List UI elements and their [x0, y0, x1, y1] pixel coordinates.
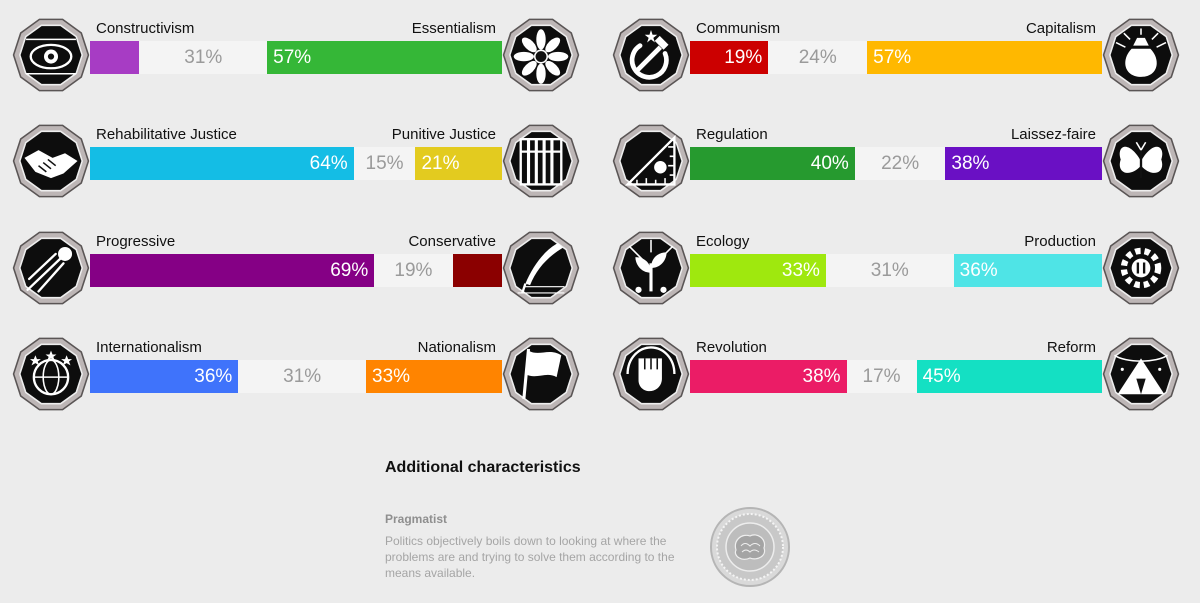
axis-right-label: Reform: [1046, 339, 1096, 356]
axis-bar: 40% 22% 38%: [690, 147, 1102, 180]
center-value-label: 31%: [283, 365, 322, 387]
center-value-bar: 19%: [374, 254, 453, 287]
left-value-label: 36%: [194, 365, 233, 387]
left-value-bar: 19%: [690, 41, 769, 74]
left-value-bar: 64%: [90, 147, 354, 180]
right-value-label: 38%: [951, 152, 990, 174]
axis-right-label: Laissez-faire: [1010, 126, 1096, 143]
right-value-bar: 45%: [916, 360, 1102, 393]
prison-bars-icon: [502, 122, 580, 200]
axis-constructivism-vs-essentialism: 31% 57% Constructivism Essentialism: [12, 10, 580, 94]
axis-left-label: Regulation: [696, 126, 768, 143]
center-value-label: 19%: [394, 259, 433, 281]
right-value-bar: [452, 254, 502, 287]
gear-icon: [1102, 229, 1180, 307]
right-value-bar: 36%: [953, 254, 1102, 287]
fist-icon: [612, 335, 690, 413]
axis-left-label: Communism: [696, 20, 781, 37]
right-value-bar: 57%: [867, 41, 1102, 74]
brain-seal-icon: [709, 506, 791, 588]
center-value-bar: 31%: [825, 254, 954, 287]
handshake-icon: [12, 122, 90, 200]
center-value-label: 31%: [870, 259, 909, 281]
right-value-label: 45%: [922, 365, 961, 387]
axis-ecology-vs-production: 33% 31% 36% Ecology Production: [612, 223, 1180, 307]
axis-left-label: Constructivism: [96, 20, 195, 37]
axis-regulation-vs-laissez-faire: 40% 22% 38% Regulation Laissez-faire: [612, 116, 1180, 200]
axis-communism-vs-capitalism: 19% 24% 57% Communism Capitalism: [612, 10, 1180, 94]
left-value-label: 33%: [781, 259, 820, 281]
left-value-bar: 36%: [90, 360, 239, 393]
right-value-bar: 33%: [366, 360, 502, 393]
trait-name: Pragmatist: [385, 512, 448, 526]
axis-rehabilitative-justice-vs-punitive-justice: 64% 15% 21% Rehabilitative Justice Punitive …: [12, 116, 580, 200]
axis-revolution-vs-reform: 38% 17% 45% Revolution Reform: [612, 329, 1180, 413]
axis-bar: 64% 15% 21%: [90, 147, 502, 180]
axis-left-label: Ecology: [696, 233, 750, 250]
right-value-bar: 57%: [267, 41, 502, 74]
center-value-label: 24%: [798, 46, 837, 68]
center-value-label: 31%: [184, 46, 223, 68]
butterfly-icon: [1102, 122, 1180, 200]
center-value-bar: 24%: [768, 41, 868, 74]
eye-icon: [12, 16, 90, 94]
left-value-bar: 40%: [690, 147, 855, 180]
right-value-label: 57%: [873, 46, 912, 68]
quill-icon: [502, 229, 580, 307]
plant-icon: [612, 229, 690, 307]
flower-icon: [502, 16, 580, 94]
center-value-bar: 31%: [139, 41, 268, 74]
right-value-bar: 38%: [945, 147, 1102, 180]
axis-bar: 69% 19%: [90, 254, 502, 287]
left-value-bar: 33%: [690, 254, 826, 287]
left-value-bar: 69%: [90, 254, 375, 287]
right-value-label: 57%: [273, 46, 312, 68]
axis-bar: 38% 17% 45%: [690, 360, 1102, 393]
flag-icon: [502, 335, 580, 413]
axis-left-label: Internationalism: [96, 339, 202, 356]
left-value-bar: 38%: [690, 360, 847, 393]
left-value-bar: [90, 41, 140, 74]
right-value-label: 36%: [959, 259, 998, 281]
axis-left-label: Progressive: [96, 233, 176, 250]
right-value-label: 21%: [421, 152, 460, 174]
hammer-sickle-icon: [612, 16, 690, 94]
axis-right-label: Punitive Justice: [391, 126, 496, 143]
axis-bar: 31% 57%: [90, 41, 502, 74]
axis-left-label: Revolution: [696, 339, 767, 356]
left-value-label: 40%: [810, 152, 849, 174]
axis-progressive-vs-conservative: 69% 19% Progressive Conservative: [12, 223, 580, 307]
right-value-label: 33%: [372, 365, 411, 387]
axis-bar: 33% 31% 36%: [690, 254, 1102, 287]
center-value-label: 22%: [881, 152, 920, 174]
ruler-icon: [612, 122, 690, 200]
center-value-bar: 15%: [353, 147, 416, 180]
money-bag-icon: [1102, 16, 1180, 94]
left-value-label: 19%: [724, 46, 763, 68]
tent-icon: [1102, 335, 1180, 413]
center-value-label: 17%: [862, 365, 901, 387]
comet-icon: [12, 229, 90, 307]
axis-left-label: Rehabilitative Justice: [96, 126, 237, 143]
axis-right-label: Capitalism: [1025, 20, 1096, 37]
center-value-bar: 17%: [846, 360, 917, 393]
axis-right-label: Production: [1024, 233, 1096, 250]
axis-right-label: Nationalism: [417, 339, 496, 356]
left-value-label: 69%: [330, 259, 369, 281]
axis-right-label: Conservative: [408, 233, 496, 250]
left-value-label: 38%: [802, 365, 841, 387]
left-value-label: 64%: [309, 152, 348, 174]
axis-bar: 19% 24% 57%: [690, 41, 1102, 74]
trait-description: Politics objectively boils down to looki…: [385, 534, 675, 580]
additional-characteristics-heading: Additional characteristics: [385, 459, 581, 476]
center-value-label: 15%: [365, 152, 404, 174]
center-value-bar: 22%: [854, 147, 946, 180]
globe-icon: [12, 335, 90, 413]
axis-bar: 36% 31% 33%: [90, 360, 502, 393]
axis-internationalism-vs-nationalism: 36% 31% 33% Internationalism Nationalism: [12, 329, 580, 413]
center-value-bar: 31%: [238, 360, 367, 393]
axis-right-label: Essentialism: [411, 20, 496, 37]
right-value-bar: 21%: [415, 147, 502, 180]
